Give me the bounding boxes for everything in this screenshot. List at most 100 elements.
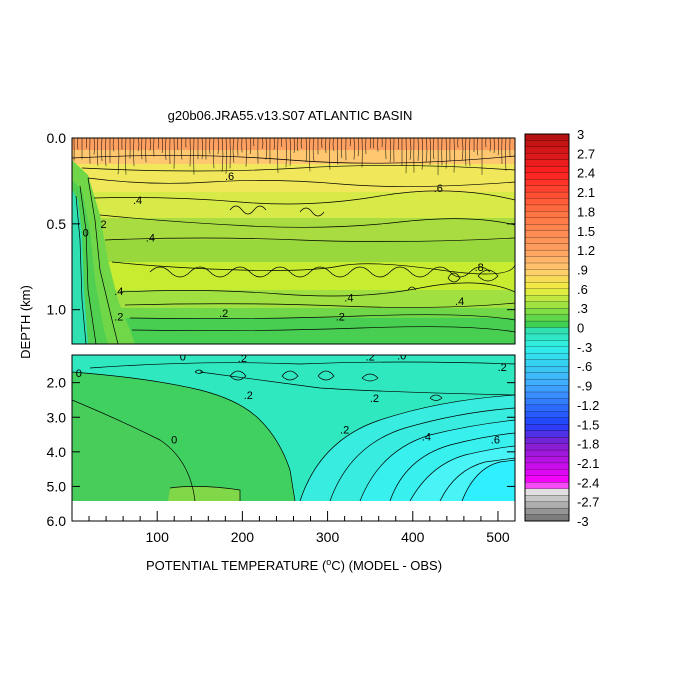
noise-line bbox=[469, 138, 471, 167]
y-tick-label: 0.5 bbox=[47, 216, 67, 232]
noise-line bbox=[296, 138, 299, 152]
colorbar-swatch bbox=[524, 166, 570, 174]
lower-y-axis: 2.0 3.0 4.0 5.0 6.0 bbox=[47, 375, 515, 529]
y-tick-label: 2.0 bbox=[47, 375, 67, 391]
upper-field-mid-layer bbox=[72, 218, 515, 242]
chart-title: g20b06.JRA55.v13.S07 ATLANTIC BASIN bbox=[168, 108, 413, 123]
noise-line bbox=[105, 138, 107, 167]
noise-line bbox=[476, 138, 479, 156]
noise-line bbox=[161, 138, 164, 154]
colorbar-label: -1.2 bbox=[577, 398, 599, 413]
colorbar-swatch bbox=[524, 256, 570, 264]
colorbar-swatch bbox=[524, 146, 570, 154]
colorbar-swatch bbox=[524, 469, 570, 477]
colorbar-swatch bbox=[524, 133, 570, 141]
colorbar-swatch bbox=[524, 308, 570, 316]
noise-line bbox=[332, 138, 335, 152]
noise-line bbox=[149, 138, 151, 151]
lower-field-green-3 bbox=[168, 486, 240, 501]
x-axis-title: POTENTIAL TEMPERATURE (oC) (MODEL - OBS) bbox=[146, 557, 442, 573]
colorbar-label: -2.4 bbox=[577, 475, 599, 490]
noise-line bbox=[217, 138, 219, 155]
noise-line bbox=[96, 138, 99, 166]
noise-line bbox=[369, 138, 372, 149]
contour-label: .4 bbox=[146, 233, 155, 245]
colorbar-swatch bbox=[524, 275, 570, 283]
colorbar-swatch bbox=[524, 340, 570, 348]
noise-line bbox=[289, 138, 291, 166]
colorbar-label: 3 bbox=[577, 127, 584, 142]
colorbar-swatch bbox=[524, 198, 570, 206]
colorbar-swatch bbox=[524, 411, 570, 419]
noise-line bbox=[213, 138, 215, 169]
upper-field-west-cyan bbox=[72, 190, 88, 344]
contour-label: .2 bbox=[238, 353, 247, 365]
noise-line bbox=[261, 138, 264, 149]
colorbar-swatch bbox=[524, 282, 570, 290]
y-tick-label: 0.0 bbox=[47, 130, 67, 146]
noise-line bbox=[340, 138, 343, 159]
colorbar-swatch bbox=[524, 462, 570, 470]
colorbar-swatch bbox=[524, 314, 570, 322]
y-tick-label: 4.0 bbox=[47, 444, 67, 460]
contour-label: .8 bbox=[475, 262, 484, 274]
noise-line bbox=[336, 138, 339, 165]
colorbar-swatch bbox=[524, 327, 570, 335]
noise-line bbox=[409, 138, 412, 160]
y-axis-title: DEPTH (km) bbox=[18, 285, 33, 359]
colorbar-label: 2.4 bbox=[577, 166, 595, 181]
colorbar-swatch bbox=[524, 507, 570, 515]
colorbar-swatch bbox=[524, 495, 570, 503]
upper-field-yellow-layer bbox=[72, 192, 515, 220]
colorbar-label: 2.1 bbox=[577, 185, 595, 200]
colorbar-swatch bbox=[524, 372, 570, 380]
colorbar-swatch bbox=[524, 185, 570, 193]
colorbar-swatch bbox=[524, 482, 570, 490]
contour-label: .6 bbox=[434, 183, 443, 195]
noise-line bbox=[221, 138, 224, 172]
upper-y-axis: 0.0 0.5 1.0 bbox=[47, 130, 515, 318]
y-tick-label: 1.0 bbox=[47, 302, 67, 318]
colorbar-swatch bbox=[524, 269, 570, 277]
colorbar-label: -3 bbox=[577, 514, 589, 529]
upper-field: 02 .6 .6 .4 .4 .8 .4 .4 .4 .2 .2 .2 bbox=[72, 138, 515, 344]
upper-field-deep-layer bbox=[72, 308, 515, 320]
colorbar-swatch bbox=[524, 449, 570, 457]
lower-field: 0 .2 .2 .0 .2 0 .2 .2 0 .2 .4 .6 bbox=[72, 352, 515, 501]
upper-contour-lines bbox=[72, 155, 515, 344]
contour-label: 0 bbox=[76, 368, 82, 380]
colorbar-swatch bbox=[524, 159, 570, 167]
contour-label: 0 bbox=[180, 352, 186, 364]
contour-label: .2 bbox=[366, 352, 375, 364]
contour-label: 0 bbox=[171, 435, 177, 447]
colorbar-label: 0 bbox=[577, 321, 584, 336]
colorbar-label: -.9 bbox=[577, 379, 592, 394]
lower-contour-labels: 0 .2 .2 .0 .2 0 .2 .2 0 .2 .4 .6 bbox=[76, 352, 507, 447]
noise-line bbox=[93, 138, 95, 155]
noise-line bbox=[125, 138, 127, 175]
lower-field-cyan-4 bbox=[462, 460, 515, 501]
colorbar-swatch bbox=[524, 333, 570, 341]
colorbar-swatch bbox=[524, 378, 570, 386]
colorbar-swatch bbox=[524, 211, 570, 219]
contour-label: .2 bbox=[244, 390, 253, 402]
noise-line bbox=[421, 138, 424, 170]
colorbar-swatch bbox=[524, 385, 570, 393]
noise-line bbox=[465, 138, 467, 166]
x-tick-label: 100 bbox=[146, 529, 170, 545]
colorbar-swatch bbox=[524, 514, 570, 522]
noise-line bbox=[180, 138, 183, 160]
contour-label: .2 bbox=[498, 362, 507, 374]
colorbar-label: -1.8 bbox=[577, 437, 599, 452]
noise-line bbox=[397, 138, 400, 150]
noise-line bbox=[273, 138, 275, 150]
upper-surface-noise bbox=[73, 138, 511, 176]
colorbar-label: 1.5 bbox=[577, 224, 595, 239]
colorbar-label: 1.8 bbox=[577, 204, 595, 219]
lower-field-green-2 bbox=[72, 400, 195, 501]
colorbar-swatch bbox=[524, 488, 570, 496]
colorbar-swatch bbox=[524, 366, 570, 374]
y-tick-label: 3.0 bbox=[47, 409, 67, 425]
noise-line bbox=[389, 138, 392, 163]
